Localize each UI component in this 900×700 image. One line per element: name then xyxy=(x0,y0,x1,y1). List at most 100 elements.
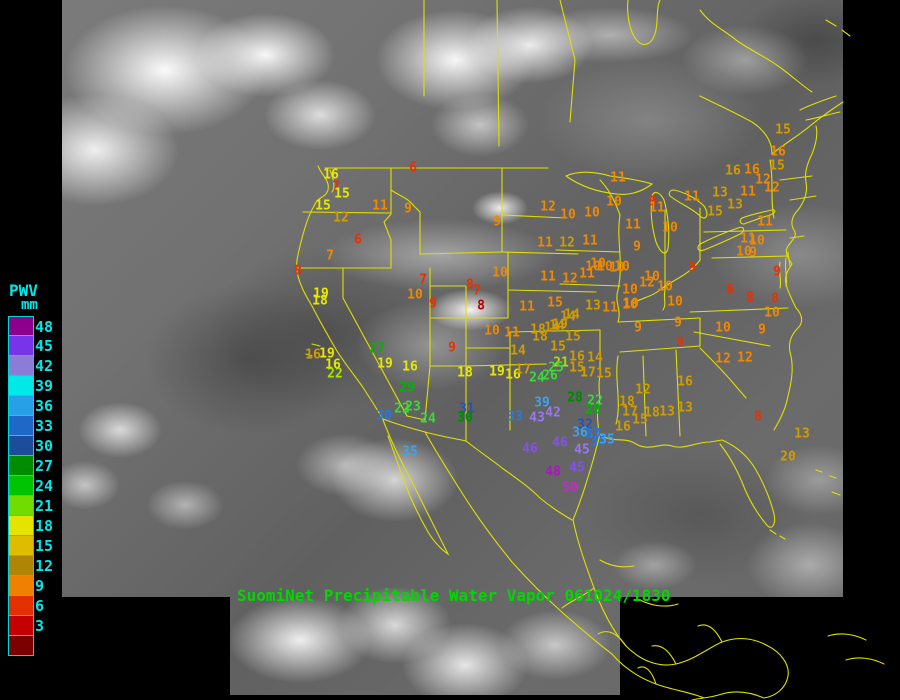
station-pwv-value: 45 xyxy=(569,460,585,476)
station-pwv-value: 16 xyxy=(770,144,786,160)
station-pwv-value: 8 xyxy=(771,291,779,307)
station-pwv-value: 19 xyxy=(319,346,335,362)
station-pwv-value: 10 xyxy=(597,259,613,275)
legend-swatch: 12 xyxy=(8,556,53,576)
canada-borders xyxy=(324,0,851,169)
station-pwv-value: 18 xyxy=(530,322,546,338)
legend-value-label: 36 xyxy=(35,397,54,415)
station-pwv-value: 34 xyxy=(590,434,606,450)
station-pwv-value: 30 xyxy=(376,408,392,424)
station-pwv-value: 18 xyxy=(644,405,660,421)
station-pwv-value: 9 xyxy=(773,264,781,280)
station-pwv-value: 12 xyxy=(715,351,731,367)
station-pwv-value: 14 xyxy=(549,318,565,334)
legend-value-label: 6 xyxy=(35,597,45,615)
station-pwv-value: 6 xyxy=(726,282,734,298)
station-pwv-value: 15 xyxy=(769,158,785,174)
station-pwv-value: 11 xyxy=(602,300,618,316)
station-pwv-value: 35 xyxy=(599,432,615,448)
station-pwv-value: 18 xyxy=(619,394,635,410)
mexico-borders xyxy=(382,418,885,700)
station-pwv-value: 14 xyxy=(560,309,576,325)
station-pwv-value: 48 xyxy=(545,464,561,480)
station-pwv-value: 10 xyxy=(609,260,625,276)
legend-swatch: 33 xyxy=(8,416,53,436)
legend-colorbar: 48 45 42 39 36 33 30 27 24 21 18 15 12 9 6 3 xyxy=(8,316,53,656)
station-pwv-value: 10 xyxy=(736,244,752,260)
station-pwv-value: 10 xyxy=(662,220,678,236)
legend-swatch: 9 xyxy=(8,576,44,596)
station-pwv-value: 16 xyxy=(325,357,341,373)
station-pwv-value: 13 xyxy=(712,185,728,201)
us-coastlines xyxy=(296,125,841,540)
station-pwv-value: 15 xyxy=(334,186,350,202)
legend-swatch xyxy=(8,636,34,656)
legend-value-label: 45 xyxy=(35,337,54,355)
legend-value-label: 39 xyxy=(35,377,54,395)
legend-value-label: 33 xyxy=(35,417,54,435)
station-pwv-value: 10 xyxy=(484,323,500,339)
legend-swatch: 39 xyxy=(8,376,53,396)
station-pwv-value: 18 xyxy=(457,365,473,381)
station-pwv-value: 13 xyxy=(794,426,810,442)
legend-swatch: 15 xyxy=(8,536,53,556)
station-pwv-value: 10 xyxy=(560,207,576,223)
legend-value-label: 24 xyxy=(35,477,54,495)
station-pwv-value: 18 xyxy=(312,293,328,309)
legend-swatch: 45 xyxy=(8,336,53,356)
station-pwv-value: 15 xyxy=(632,412,648,428)
station-pwv-value: 10 xyxy=(492,265,508,281)
station-pwv-value: 12 xyxy=(764,180,780,196)
station-pwv-value: 15 xyxy=(569,360,585,376)
station-pwv-value: 19 xyxy=(377,356,393,372)
station-pwv-value: 16 xyxy=(615,419,631,435)
station-pwv-value: 12 xyxy=(635,382,651,398)
station-pwv-value: 9 xyxy=(493,214,501,230)
station-pwv-value: 13 xyxy=(727,197,743,213)
station-pwv-value: 42 xyxy=(545,405,561,421)
station-pwv-value: 22 xyxy=(587,393,603,409)
station-pwv-value: 14 xyxy=(544,320,560,336)
station-pwv-value: 11 xyxy=(537,235,553,251)
station-pwv-value: 11 xyxy=(610,170,626,186)
station-pwv-value: 33 xyxy=(507,409,523,425)
station-pwv-value: 46 xyxy=(522,441,538,457)
station-pwv-value: 30 xyxy=(457,410,473,426)
station-pwv-value: 15 xyxy=(550,339,566,355)
station-pwv-value: 20 xyxy=(780,449,796,465)
station-pwv-value: 9 xyxy=(674,315,682,331)
station-pwv-value: 6 xyxy=(409,160,417,176)
station-pwv-value: 13 xyxy=(585,298,601,314)
legend-swatch: 42 xyxy=(8,356,53,376)
station-pwv-value: 10 xyxy=(715,320,731,336)
station-pwv-value: 9 xyxy=(429,296,437,312)
legend-value-label: 48 xyxy=(35,318,54,336)
great-lakes xyxy=(565,171,776,254)
station-pwv-value: 15 xyxy=(315,198,331,214)
station-pwv-value: 7 xyxy=(332,179,340,195)
station-pwv-value: 15 xyxy=(547,295,563,311)
station-pwv-value: 46 xyxy=(552,435,568,451)
station-pwv-value: 8 xyxy=(754,409,762,425)
legend-value-label: 12 xyxy=(35,557,54,575)
station-pwv-value: 15 xyxy=(596,366,612,382)
station-pwv-value: 45 xyxy=(574,442,590,458)
station-pwv-value: 33 xyxy=(585,426,601,442)
station-pwv-value: 14 xyxy=(587,350,603,366)
station-pwv-value: 39 xyxy=(534,395,550,411)
station-pwv-value: 50 xyxy=(562,480,578,496)
station-pwv-value: 9 xyxy=(676,335,684,351)
station-pwv-value: 16 xyxy=(744,162,760,178)
station-pwv-value: 10 xyxy=(644,269,660,285)
station-pwv-value: 16 xyxy=(725,163,741,179)
legend-swatch: 21 xyxy=(8,496,53,516)
station-pwv-value: 35 xyxy=(402,444,418,460)
station-pwv-value: 26 xyxy=(542,368,558,384)
station-pwv-value: 24 xyxy=(529,370,545,386)
station-pwv-value: 22 xyxy=(394,401,410,417)
station-pwv-value: 16 xyxy=(323,167,339,183)
legend-unit: mm xyxy=(21,297,38,313)
station-pwv-value: 24 xyxy=(420,411,436,427)
